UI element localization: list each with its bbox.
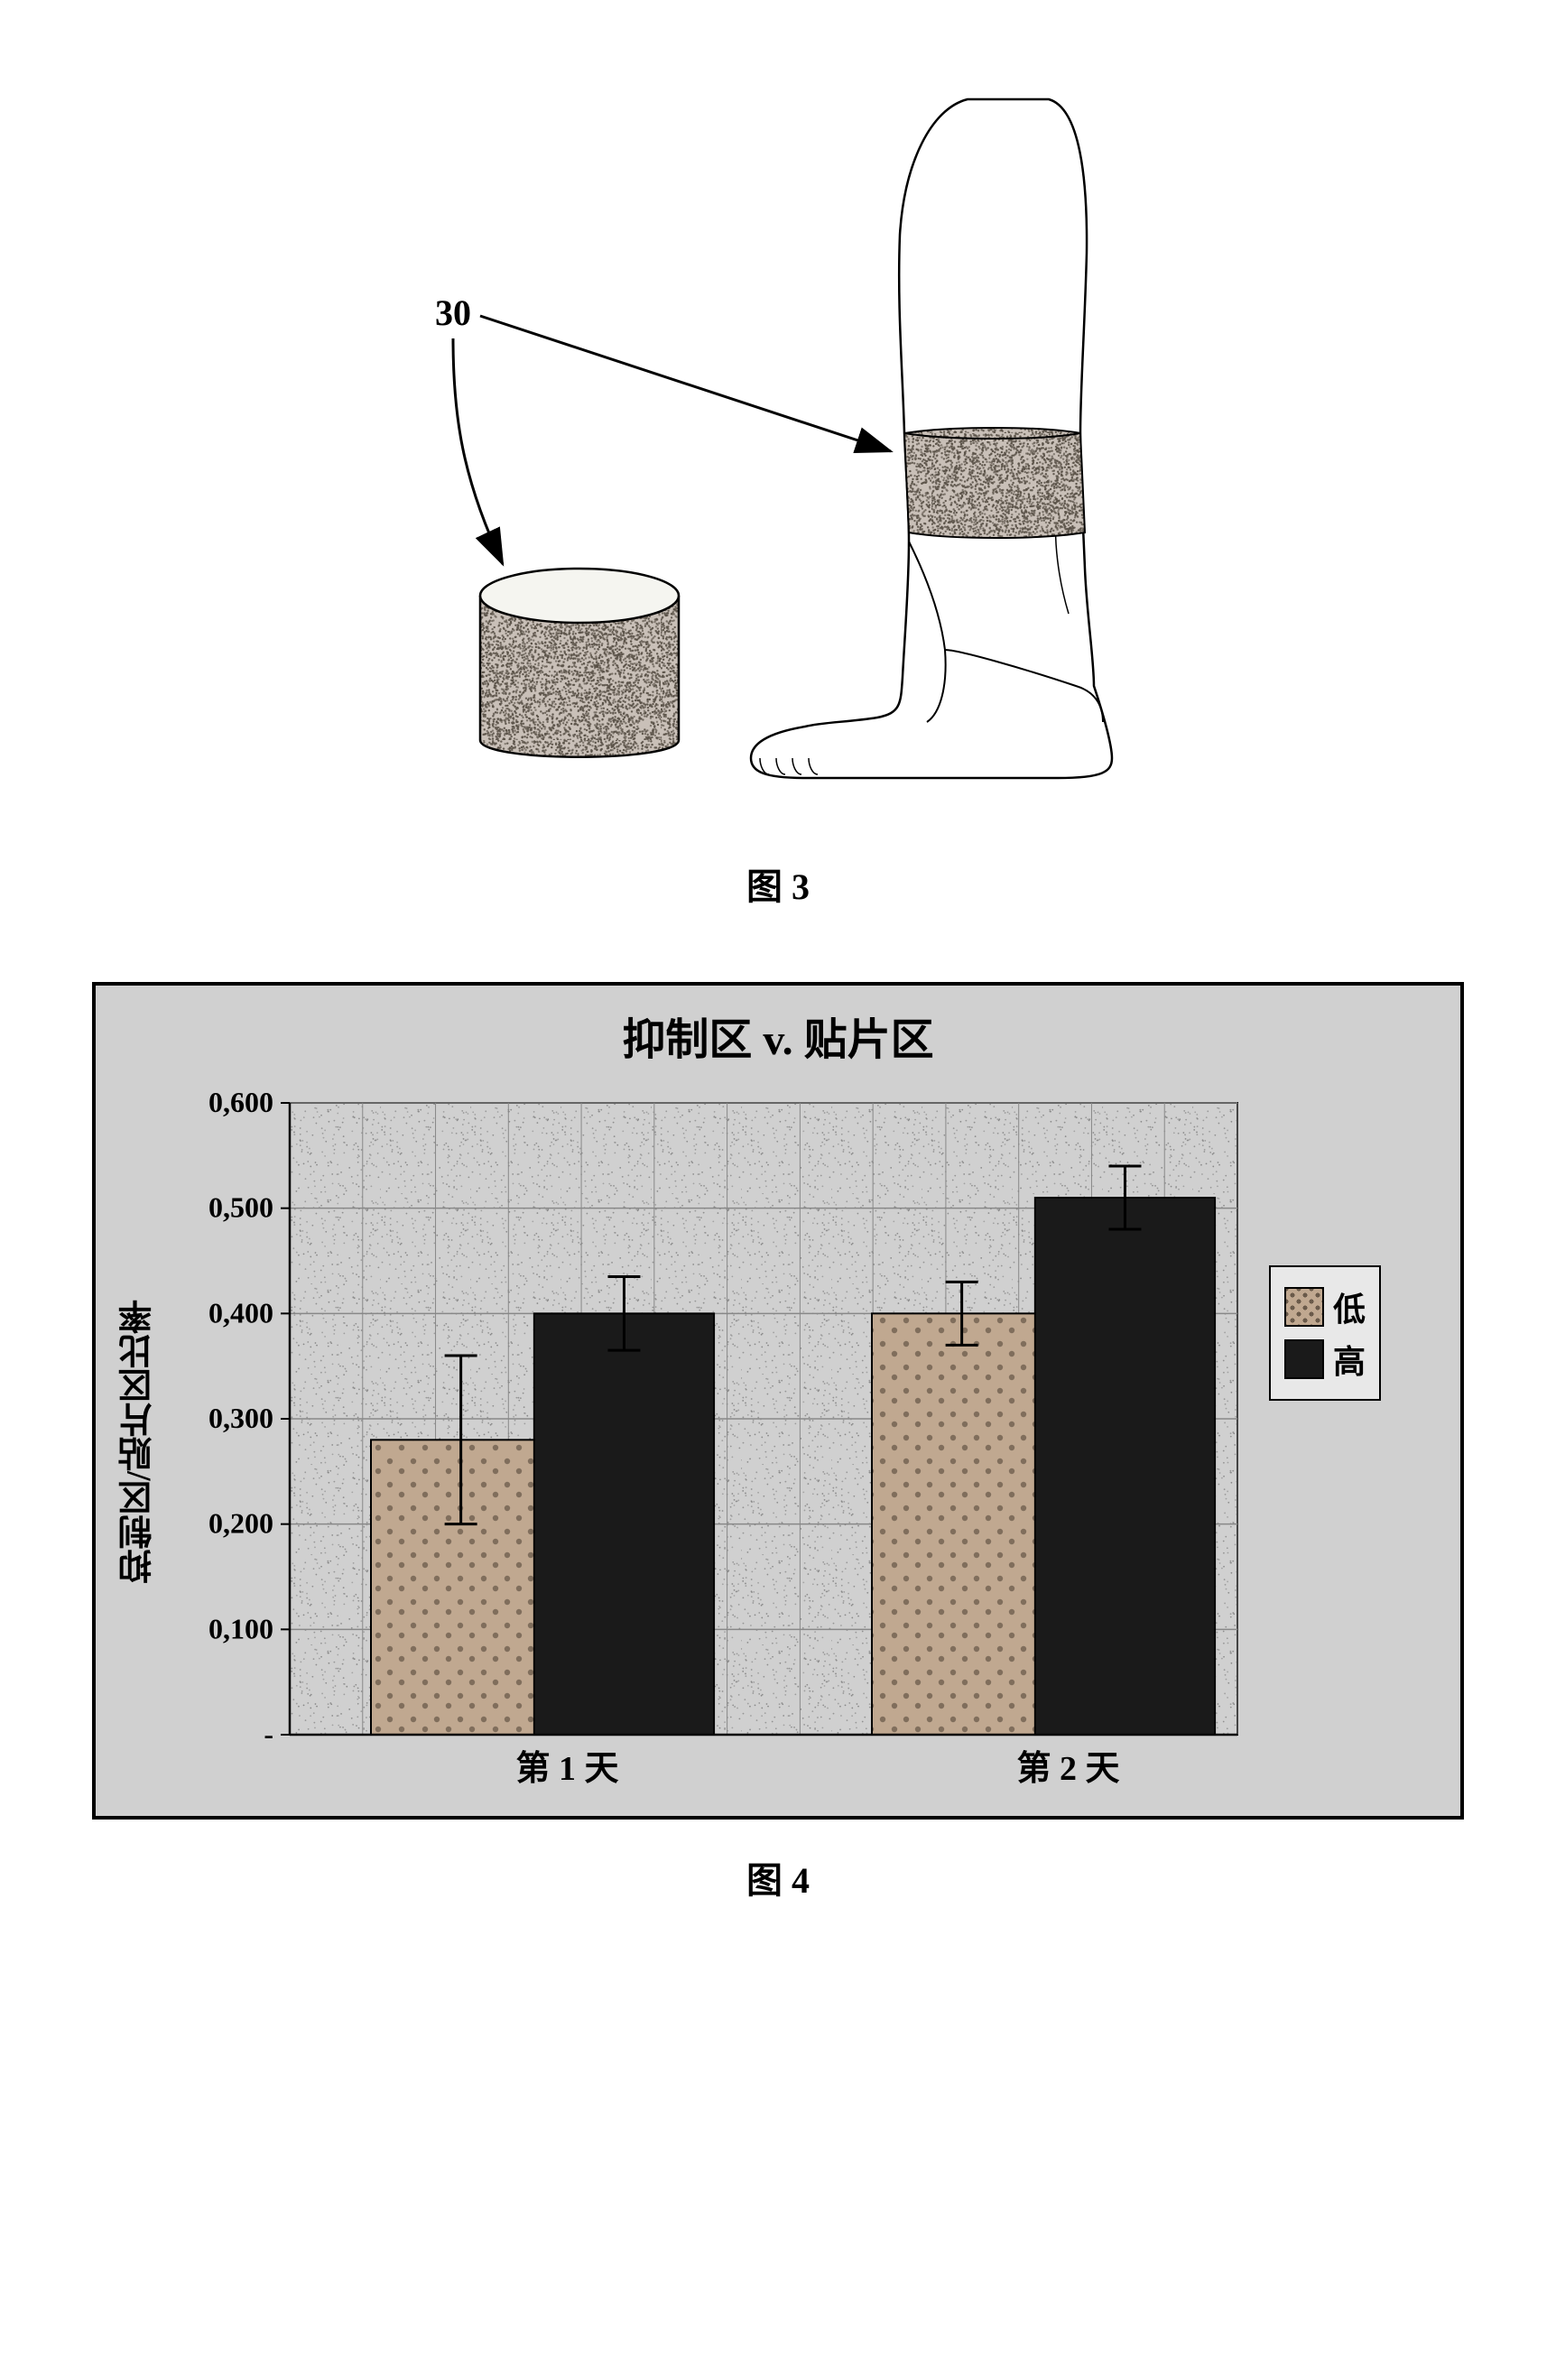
legend-swatch [1284,1287,1324,1327]
y-axis-label: 抑制区/贴片区比率 [114,1300,163,1584]
figure-3-diagram: 30 [372,72,1184,812]
figure-4-chart-box: 抑制区 v. 贴片区 抑制区/贴片区比率 -0,1000,2000,3000,4… [92,982,1464,1820]
chart-inner: 抑制区/贴片区比率 -0,1000,2000,3000,4000,5000,60… [114,1085,1442,1798]
chart-title: 抑制区 v. 贴片区 [114,1004,1442,1067]
figure-4-caption: 图 4 [746,1851,810,1903]
chart-legend: 低高 [1269,1265,1381,1401]
page-content: 30 图 3 抑制区 v. 贴片区 抑制区/贴片区比率 -0,1000,2000… [36,36,1520,1958]
legend-label: 高 [1333,1336,1366,1383]
svg-text:30: 30 [435,292,471,333]
figure-3-caption: 图 3 [746,857,810,910]
plot-wrapper: 抑制区/贴片区比率 -0,1000,2000,3000,4000,5000,60… [114,1085,1255,1798]
legend-swatch [1284,1339,1324,1379]
bar-chart-svg: -0,1000,2000,3000,4000,5000,600第 1 天第 2 … [172,1085,1255,1798]
legend-item: 高 [1284,1336,1366,1383]
legend-item: 低 [1284,1283,1366,1330]
legend-label: 低 [1333,1283,1366,1330]
figure-3: 30 [372,72,1184,817]
